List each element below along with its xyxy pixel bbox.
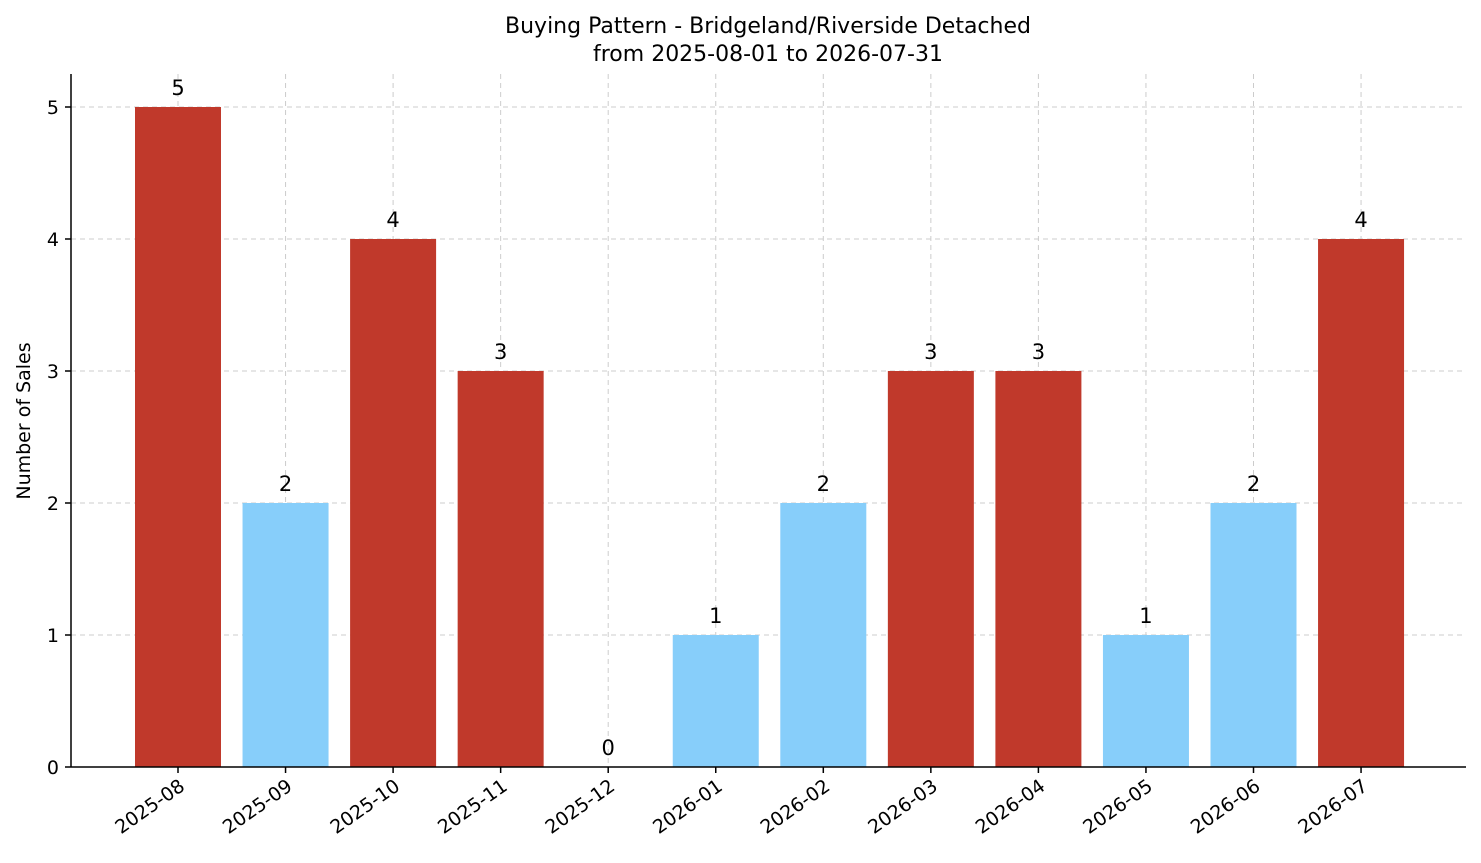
bar	[1210, 503, 1297, 767]
data-label: 5	[171, 76, 184, 100]
data-label: 1	[709, 604, 722, 628]
data-label: 1	[1139, 604, 1152, 628]
bar	[1318, 239, 1405, 767]
y-tick-label: 5	[47, 97, 59, 119]
x-tick-label: 2026-01	[649, 775, 727, 839]
bars	[135, 107, 1405, 767]
y-axis-label: Number of Sales	[13, 342, 35, 499]
data-label: 0	[602, 736, 615, 760]
data-label: 2	[279, 472, 292, 496]
y-tick-label: 0	[47, 757, 59, 779]
y-tick-label: 2	[47, 493, 59, 515]
y-tick-label: 4	[47, 229, 59, 251]
x-tick-label: 2026-05	[1079, 775, 1157, 839]
x-tick-label: 2026-03	[864, 775, 942, 839]
bar	[242, 503, 329, 767]
x-tick-label: 2026-04	[972, 775, 1050, 839]
chart-title: Buying Pattern - Bridgeland/Riverside De…	[505, 14, 1031, 39]
bar	[672, 635, 759, 767]
data-label: 2	[817, 472, 830, 496]
chart-subtitle: from 2025-08-01 to 2026-07-31	[593, 42, 943, 67]
bar	[1102, 635, 1189, 767]
data-label: 4	[386, 208, 399, 232]
bar	[887, 371, 974, 767]
bar	[350, 239, 437, 767]
bar	[780, 503, 867, 767]
data-label: 3	[494, 340, 507, 364]
x-tick-label: 2025-12	[541, 775, 619, 839]
bar	[135, 107, 221, 767]
data-labels: 5 2 4 3 0 1 2 3 3 1 2 4	[171, 76, 1367, 760]
data-label: 3	[924, 340, 937, 364]
x-tick-label: 2026-06	[1187, 775, 1265, 839]
bar	[457, 371, 544, 767]
x-tick-label: 2026-02	[757, 775, 835, 839]
data-label: 3	[1032, 340, 1045, 364]
y-tick-label: 1	[47, 625, 59, 647]
data-label: 4	[1354, 208, 1367, 232]
x-tick-label: 2025-11	[434, 775, 512, 839]
data-label: 2	[1247, 472, 1260, 496]
bar	[995, 371, 1082, 767]
x-tick-label: 2026-07	[1294, 775, 1372, 839]
x-tick-label: 2025-08	[111, 775, 189, 839]
x-tick-label: 2025-10	[326, 775, 404, 839]
x-tick-label: 2025-09	[219, 775, 297, 839]
y-tick-label: 3	[47, 361, 59, 383]
